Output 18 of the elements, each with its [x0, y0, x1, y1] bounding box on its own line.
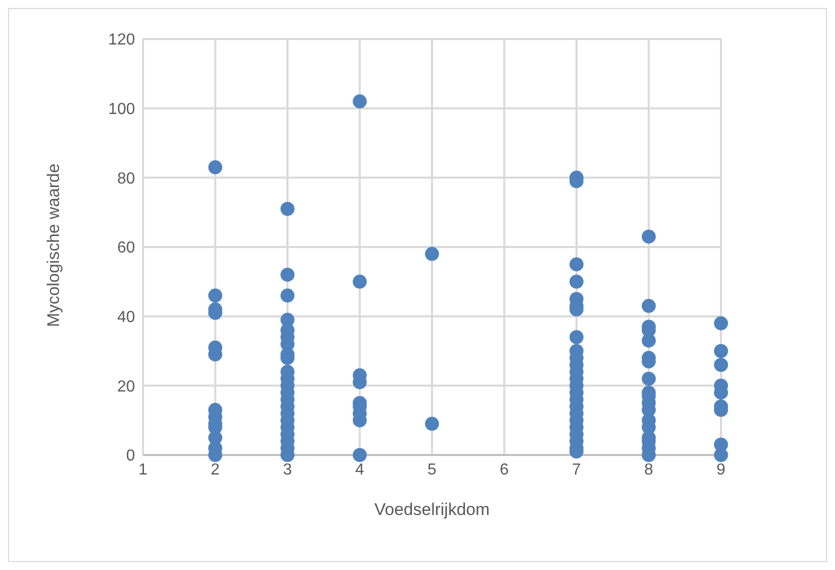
y-tick-label: 40 — [117, 309, 136, 326]
y-tick-label: 20 — [117, 378, 136, 396]
y-axis-title: Mycologische waarde — [44, 164, 64, 327]
x-tick-label: 8 — [644, 461, 654, 478]
y-tick-label: 80 — [117, 170, 136, 188]
y-tick-label: 0 — [126, 448, 136, 465]
x-axis-title: Voedselrijkdom — [374, 500, 490, 519]
x-tick-label: 3 — [283, 461, 292, 478]
y-tick-label: 60 — [117, 240, 136, 257]
x-tick-label: 5 — [428, 461, 437, 478]
x-tick-label: 6 — [500, 461, 509, 478]
x-tick-label: 9 — [716, 461, 726, 478]
x-tick-label: 1 — [138, 461, 148, 478]
x-tick-label: 2 — [210, 461, 220, 478]
x-tick-label: 7 — [572, 461, 582, 478]
y-tick-label: 100 — [108, 101, 136, 118]
x-tick-label: 4 — [355, 461, 364, 478]
y-tick-label: 120 — [108, 32, 136, 49]
